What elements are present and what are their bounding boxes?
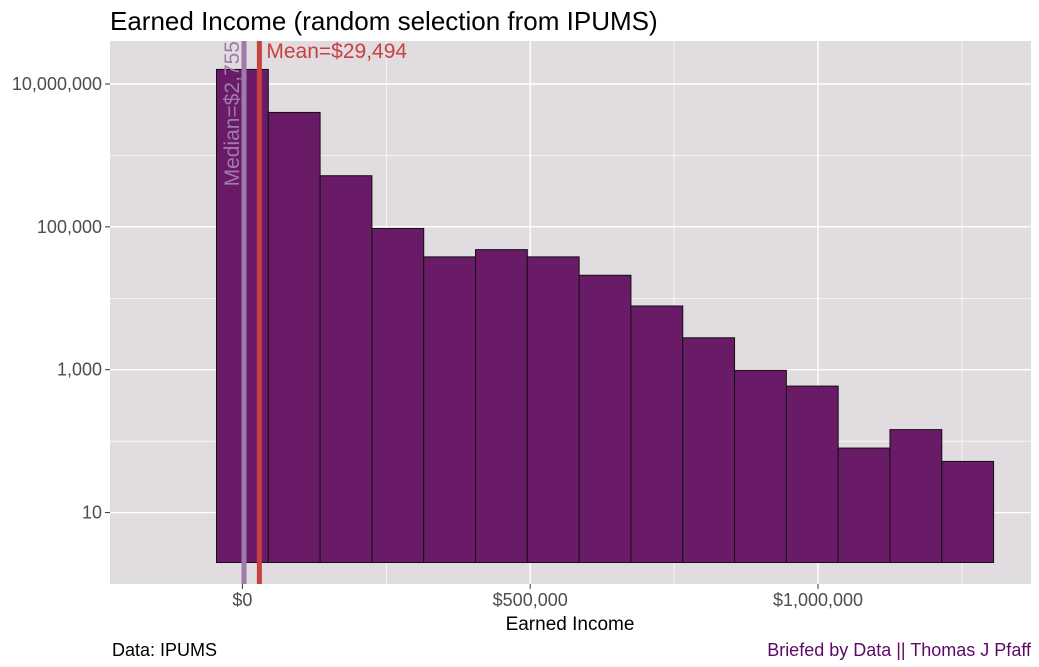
histogram-bar xyxy=(682,337,736,563)
histogram-bar xyxy=(941,460,995,563)
y-tick-label: 100,000 xyxy=(37,217,102,237)
histogram-bar xyxy=(475,249,528,563)
mean-label: Mean=$29,494 xyxy=(266,40,407,63)
y-tick-label: 10 xyxy=(82,503,102,523)
reference-lines: Median=$2,755 Mean=$29,494 xyxy=(221,40,407,584)
histogram-bar xyxy=(423,256,477,563)
x-tick-label: $0 xyxy=(232,590,252,610)
histogram-bar xyxy=(734,369,787,563)
histogram-bar xyxy=(371,227,425,563)
histogram-bar xyxy=(578,274,632,563)
x-tick-label: $500,000 xyxy=(493,590,568,610)
y-tick-label: 10,000,000 xyxy=(12,74,102,94)
median-label: Median=$2,755 xyxy=(221,41,244,186)
x-axis-title: Earned Income xyxy=(506,614,635,635)
histogram-bar xyxy=(630,305,684,563)
chart-title: Earned Income (random selection from IPU… xyxy=(110,6,658,36)
histogram-bar xyxy=(785,385,839,563)
y-axis-ticks: 10 1,000 100,000 10,000,000 xyxy=(12,74,110,523)
x-axis-ticks: $0 $500,000 $1,000,000 xyxy=(232,584,863,610)
author-caption: Briefed by Data || Thomas J Pfaff xyxy=(767,640,1032,660)
histogram-bar xyxy=(267,111,321,563)
y-tick-label: 1,000 xyxy=(57,360,102,380)
histogram-bar xyxy=(319,175,373,563)
histogram-bar xyxy=(837,447,891,563)
data-source-caption: Data: IPUMS xyxy=(112,640,217,660)
histogram-bar xyxy=(526,256,580,563)
histogram-bar xyxy=(889,429,943,563)
x-tick-label: $1,000,000 xyxy=(773,590,863,610)
